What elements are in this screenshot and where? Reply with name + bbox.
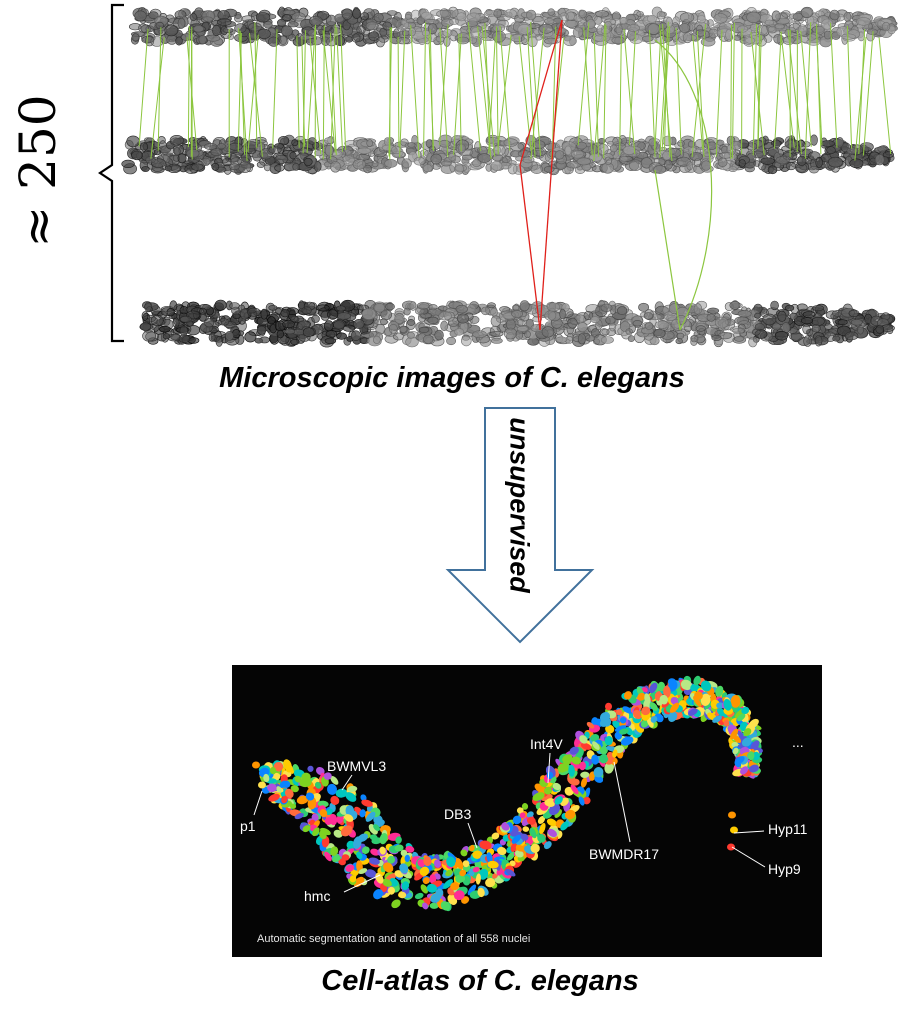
correspondence-line	[654, 169, 681, 331]
label-bwmdr17: BWMDR17	[589, 846, 660, 862]
label-hmc: hmc	[304, 888, 331, 904]
label-int4v: Int4V	[530, 736, 563, 752]
scale-bracket	[98, 3, 124, 343]
nuclei-layer-bottom	[139, 299, 896, 348]
cell-atlas-panel: p1 BWMVL3 hmc DB3 Int4V BWMDR17 ... Hyp1…	[232, 665, 822, 957]
label-hyp9: Hyp9	[768, 861, 801, 877]
down-arrow	[445, 407, 595, 644]
nuclei-layer-top	[129, 6, 898, 48]
cell-atlas-worm	[252, 675, 766, 912]
arrow-label: unsupervised	[504, 417, 535, 594]
mismatch-lines	[519, 19, 563, 331]
correspondence-curve	[654, 39, 713, 331]
nuclei-layer-middle	[121, 134, 895, 176]
atlas-caption: Automatic segmentation and annotation of…	[257, 933, 531, 945]
microscopy-caption: Microscopic images of C. elegans	[219, 362, 685, 394]
label-hyp11: Hyp11	[768, 821, 808, 837]
label-ellipsis: ...	[792, 734, 804, 750]
correspondence-lines	[138, 21, 892, 161]
label-p1: p1	[240, 818, 256, 834]
cell-atlas-caption: Cell-atlas of C. elegans	[321, 965, 639, 997]
scale-label: ≈ 250	[9, 94, 67, 248]
label-db3: DB3	[444, 806, 472, 822]
label-bwmvl3: BWMVL3	[327, 758, 387, 774]
label-pointers	[253, 752, 766, 893]
